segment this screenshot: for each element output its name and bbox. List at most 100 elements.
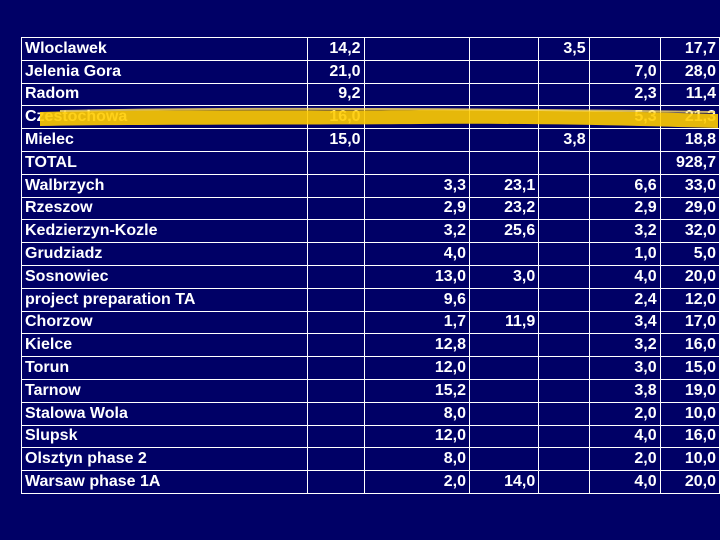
cell-c6: 20,0 [659,264,720,289]
cell-c1 [307,173,365,198]
cell-c5: 3,0 [588,356,661,380]
cell-c4 [538,173,590,198]
cell-c3 [468,378,540,403]
cell-c3 [468,82,540,107]
row-label: Torun [20,356,309,380]
cell-c5: 2,9 [588,196,661,221]
cell-c2 [363,150,470,175]
cell-c2: 12,0 [363,424,470,449]
cell-c1 [307,242,365,266]
cell-c5: 2,3 [588,82,661,107]
cell-c1 [307,150,365,175]
cell-c1 [307,310,365,335]
table-row: Walbrzych 3,3 23,1 6,6 33,0 [20,173,720,198]
cell-c5: 4,0 [588,264,661,289]
cell-c4 [538,310,590,335]
table-row: Slupsk 12,0 4,0 16,0 [20,424,720,449]
cell-c5 [588,150,661,175]
table-row: Warsaw phase 1A 2,0 14,0 4,0 20,0 [20,470,720,494]
row-label: Jelenia Gora [20,59,309,84]
cell-c4: 3,5 [538,37,590,61]
cell-c4 [538,401,590,426]
cell-c4 [538,219,590,244]
cell-c1: 21,0 [307,59,365,84]
cell-c2: 8,0 [363,401,470,426]
cell-c3: 25,6 [468,219,540,244]
cell-c2: 13,0 [363,264,470,289]
cell-c6: 928,7 [659,150,720,175]
cell-c2 [363,128,470,152]
cell-c1 [307,401,365,426]
cell-c3: 23,1 [468,173,540,198]
row-label: Mielec [20,128,309,152]
table-row: Sosnowiec 13,0 3,0 4,0 20,0 [20,264,720,289]
cell-c1 [307,470,365,494]
cell-c2: 4,0 [363,242,470,266]
cell-c1 [307,356,365,380]
cell-c6: 28,0 [659,59,720,84]
cell-c5: 2,4 [588,287,661,312]
cell-c4 [538,196,590,221]
cell-c1: 14,2 [307,37,365,61]
cell-c2 [363,59,470,84]
cell-c3 [468,287,540,312]
cell-c2: 2,9 [363,196,470,221]
cell-c5: 1,0 [588,242,661,266]
table-row: Rzeszow 2,9 23,2 2,9 29,0 [20,196,720,221]
table-row: Torun 12,0 3,0 15,0 [20,356,720,380]
cell-c4 [538,264,590,289]
cell-c6: 15,0 [659,356,720,380]
cell-c6: 17,7 [659,37,720,61]
row-label: Wloclawek [20,37,309,61]
cell-c1 [307,447,365,472]
cell-c5: 2,0 [588,447,661,472]
cell-c4 [538,356,590,380]
cell-c1 [307,287,365,312]
cell-c5: 6,6 [588,173,661,198]
cell-c4 [538,424,590,449]
cell-c2: 12,0 [363,356,470,380]
cell-c5: 3,4 [588,310,661,335]
row-label: Rzeszow [20,196,309,221]
cell-c2: 2,0 [363,470,470,494]
cell-c5 [588,37,661,61]
table-row: Chorzow 1,7 11,9 3,4 17,0 [20,310,720,335]
cell-c6: 16,0 [659,333,720,358]
cell-c6: 29,0 [659,196,720,221]
cell-c3: 3,0 [468,264,540,289]
cell-c4 [538,470,590,494]
cell-c5: 3,2 [588,219,661,244]
table-row: Mielec 15,0 3,8 18,8 [20,128,720,152]
cell-c1: 15,0 [307,128,365,152]
cell-c3 [468,333,540,358]
cell-c3 [468,242,540,266]
row-label: Radom [20,82,309,107]
cell-c4 [538,59,590,84]
row-label: Walbrzych [20,173,309,198]
table-row: Kedzierzyn-Kozle 3,2 25,6 3,2 32,0 [20,219,720,244]
cell-c4 [538,447,590,472]
row-label: Slupsk [20,424,309,449]
cell-c1 [307,219,365,244]
table-row: project preparation TA 9,6 2,4 12,0 [20,287,720,312]
cell-c6: 11,4 [659,82,720,107]
table-row: Czestochowa 16,0 5,3 21,3 [20,105,720,130]
cell-c3 [468,356,540,380]
cell-c5: 3,2 [588,333,661,358]
cell-c6: 18,8 [659,128,720,152]
cell-c3 [468,59,540,84]
row-label: Warsaw phase 1A [20,470,309,494]
cell-c2: 3,2 [363,219,470,244]
cell-c3 [468,447,540,472]
row-label: Kedzierzyn-Kozle [20,219,309,244]
cell-c6: 20,0 [659,470,720,494]
cell-c2: 15,2 [363,378,470,403]
cell-c3 [468,150,540,175]
row-label: Czestochowa [20,105,309,130]
cell-c5: 5,3 [588,105,661,130]
table-row: TOTAL 928,7 [20,150,720,175]
cell-c2: 12,8 [363,333,470,358]
cell-c4 [538,150,590,175]
row-label: Tarnow [20,378,309,403]
cell-c3 [468,401,540,426]
